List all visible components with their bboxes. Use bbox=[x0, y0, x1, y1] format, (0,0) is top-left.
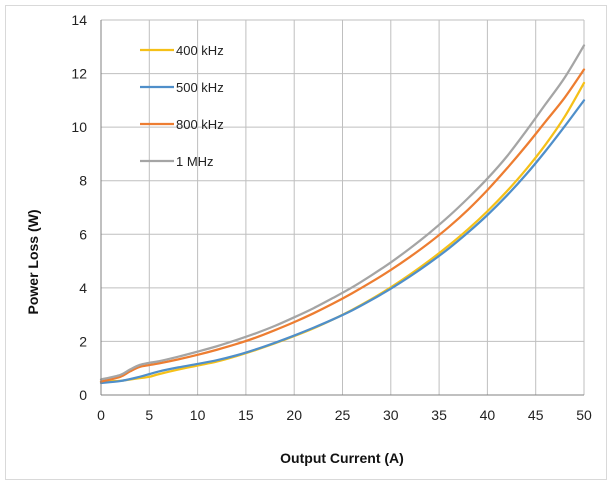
y-tick-label: 12 bbox=[71, 66, 87, 82]
x-tick-label: 40 bbox=[480, 407, 496, 423]
legend-label-500-khz: 500 kHz bbox=[176, 80, 224, 95]
x-tick-label: 15 bbox=[238, 407, 254, 423]
y-tick-label: 0 bbox=[79, 387, 87, 403]
axes: 0 2 4 6 8 10 12 14 0 5 10 15 20 25 30 35 40 45 50 bbox=[71, 12, 592, 423]
legend-label-800-khz: 800 kHz bbox=[176, 117, 224, 132]
y-tick-label: 10 bbox=[71, 119, 87, 135]
x-tick-label: 20 bbox=[286, 407, 302, 423]
y-tick-label: 2 bbox=[79, 333, 87, 349]
legend-label-400-khz: 400 kHz bbox=[176, 43, 224, 58]
x-tick-label: 5 bbox=[145, 407, 153, 423]
x-tick-label: 30 bbox=[383, 407, 399, 423]
x-tick-label: 50 bbox=[576, 407, 592, 423]
series-line-1-mhz bbox=[99, 44, 586, 381]
y-tick-label: 4 bbox=[79, 280, 87, 296]
y-tick-label: 6 bbox=[79, 226, 87, 242]
x-tick-label: 45 bbox=[528, 407, 544, 423]
grid-lines bbox=[100, 19, 585, 396]
y-tick-label: 8 bbox=[79, 173, 87, 189]
series-lines bbox=[99, 44, 586, 385]
y-tick-label: 14 bbox=[71, 12, 87, 28]
series-line-800-khz bbox=[99, 68, 586, 383]
x-tick-label: 35 bbox=[431, 407, 447, 423]
x-tick-label: 10 bbox=[190, 407, 206, 423]
x-axis-title: Output Current (A) bbox=[280, 450, 404, 466]
series-line-500-khz bbox=[99, 99, 586, 385]
x-tick-label: 0 bbox=[97, 407, 105, 423]
x-tick-label: 25 bbox=[335, 407, 351, 423]
legend: 400 kHz 500 kHz 800 kHz 1 MHz bbox=[140, 43, 224, 169]
y-axis-title: Power Loss (W) bbox=[25, 209, 41, 314]
legend-label-1-mhz: 1 MHz bbox=[176, 154, 214, 169]
